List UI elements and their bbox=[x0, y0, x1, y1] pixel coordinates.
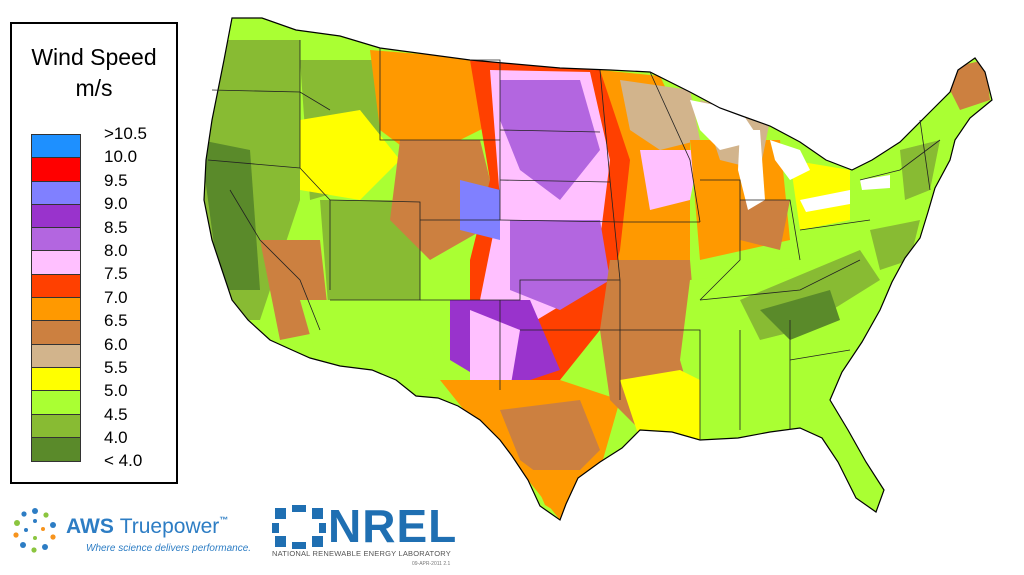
legend-label: 6.5 bbox=[104, 311, 128, 331]
legend-swatch bbox=[32, 437, 80, 462]
state-borders bbox=[207, 40, 941, 440]
legend-label: 6.0 bbox=[104, 334, 128, 354]
legend-swatch bbox=[32, 391, 80, 415]
legend-label: 4.0 bbox=[104, 428, 128, 448]
legend-label: 7.5 bbox=[104, 264, 128, 284]
legend-swatch bbox=[32, 228, 80, 252]
legend-label: 9.5 bbox=[104, 170, 128, 190]
wind-speed-legend: Wind Speed m/s >10.5 10.0 9.5 9.0 8.5 8.0 7.5 7… bbox=[10, 22, 178, 484]
legend-label: 5.0 bbox=[104, 381, 128, 401]
legend-title: Wind Speed bbox=[31, 44, 157, 70]
legend-label: 5.5 bbox=[104, 357, 128, 377]
nrel-subtitle: NATIONAL RENEWABLE ENERGY LABORATORY bbox=[272, 549, 451, 558]
aws-truepower-logo: AWS Truepower™ Where science delivers pe… bbox=[10, 505, 260, 560]
us-outline bbox=[203, 17, 993, 521]
legend-unit: m/s bbox=[75, 75, 113, 101]
legend-label: < 4.0 bbox=[104, 451, 143, 471]
legend-swatch bbox=[32, 414, 80, 438]
legend-labels: >10.5 10.0 9.5 9.0 8.5 8.0 7.5 7.0 6.5 6.0 5.5 5.0 4… bbox=[104, 122, 147, 473]
legend-swatch bbox=[32, 204, 80, 229]
legend-label: 10.0 bbox=[104, 147, 138, 167]
wind-zones bbox=[204, 18, 992, 520]
legend-label: 9.0 bbox=[104, 194, 128, 214]
legend-swatch bbox=[32, 181, 80, 205]
nrel-wordmark: NREL bbox=[328, 500, 458, 552]
legend-label: 4.5 bbox=[104, 404, 128, 424]
legend-swatch bbox=[32, 158, 80, 182]
legend-swatches bbox=[31, 134, 81, 463]
legend-swatch bbox=[32, 367, 80, 392]
legend-swatch bbox=[32, 344, 80, 368]
nrel-sun-icon bbox=[272, 505, 326, 549]
legend-swatch bbox=[32, 274, 80, 299]
legend-swatch bbox=[32, 298, 80, 322]
legend-swatch bbox=[32, 135, 80, 159]
nrel-logo: NREL NATIONAL RENEWABLE ENERGY LABORATOR… bbox=[270, 500, 460, 570]
legend-swatch bbox=[32, 321, 80, 345]
legend-label: 7.0 bbox=[104, 287, 128, 307]
legend-swatch bbox=[32, 251, 80, 275]
aws-dots-icon bbox=[13, 508, 56, 553]
aws-tagline: Where science delivers performance. bbox=[86, 543, 252, 554]
legend-label: >10.5 bbox=[104, 124, 148, 143]
nrel-map-code: 09-APR-2011 2.1 bbox=[412, 561, 451, 567]
aws-wordmark: AWS Truepower™ bbox=[66, 515, 229, 538]
legend-label: 8.0 bbox=[104, 240, 128, 260]
legend-label: 8.5 bbox=[104, 217, 128, 237]
